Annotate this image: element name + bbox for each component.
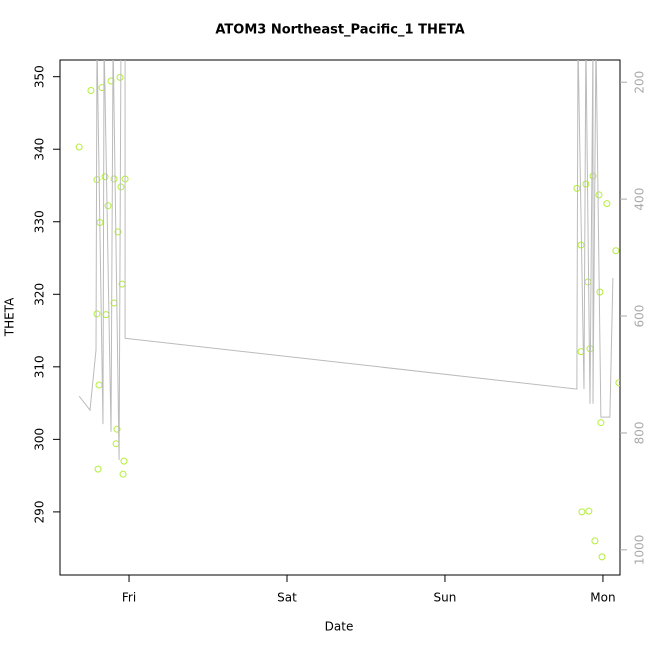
x-tick-label: Mon <box>590 591 615 605</box>
y-tick-label: 290 <box>33 500 47 523</box>
point <box>598 553 606 561</box>
point <box>87 86 95 94</box>
point <box>582 180 590 188</box>
point <box>591 537 599 545</box>
point <box>578 508 586 516</box>
point <box>101 173 109 181</box>
y2-tick-label: 800 <box>633 421 647 444</box>
y2-tick-label: 600 <box>633 305 647 328</box>
chart-title: ATOM3 Northeast_Pacific_1 THETA <box>215 23 464 38</box>
point <box>595 191 603 199</box>
y-tick-label: 330 <box>33 210 47 233</box>
point <box>94 465 102 473</box>
plot-area <box>75 60 620 561</box>
point <box>612 247 620 255</box>
point <box>102 311 110 319</box>
y2-tick-label: 200 <box>633 71 647 94</box>
point <box>603 200 611 208</box>
point <box>93 310 101 318</box>
point <box>110 175 118 183</box>
y-axis-label: THETA <box>3 297 17 337</box>
point <box>584 278 592 286</box>
point <box>112 440 120 448</box>
point <box>596 288 604 296</box>
plot-frame <box>59 59 621 576</box>
point <box>104 202 112 210</box>
x-tick-label: Sun <box>434 591 457 605</box>
y-tick-label: 310 <box>33 355 47 378</box>
y-tick-label: 340 <box>33 138 47 161</box>
y-tick-label: 300 <box>33 428 47 451</box>
y-tick-label: 320 <box>33 283 47 306</box>
y2-tick-label: 1000 <box>633 535 647 566</box>
point <box>597 419 605 427</box>
point <box>75 143 83 151</box>
point <box>573 184 581 192</box>
y-tick-label: 350 <box>33 65 47 88</box>
point <box>113 425 121 433</box>
y2-tick-label: 400 <box>633 188 647 211</box>
x-tick-label: Sat <box>277 591 297 605</box>
line <box>78 60 614 460</box>
x-tick-label: Fri <box>122 591 136 605</box>
x-axis-label: Date <box>325 620 354 634</box>
point <box>585 507 593 515</box>
point <box>95 381 103 389</box>
point <box>116 73 124 81</box>
point <box>117 183 125 191</box>
point <box>120 457 128 465</box>
point <box>119 470 127 478</box>
point <box>615 379 620 387</box>
point <box>114 228 122 236</box>
